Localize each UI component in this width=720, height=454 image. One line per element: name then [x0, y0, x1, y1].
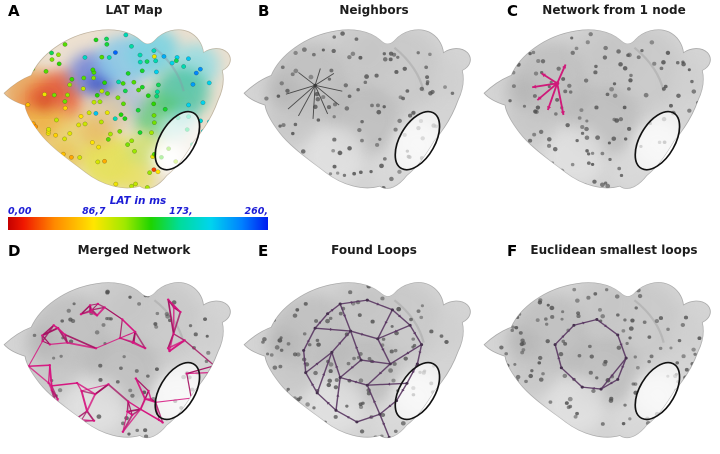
network-from-node-image — [483, 29, 711, 189]
panel-c-title: Network from 1 node — [542, 3, 686, 17]
euclidean-loops-image — [483, 282, 711, 439]
panel-e: E Found Loops — [240, 227, 480, 454]
merged-network-image — [3, 282, 231, 439]
panel-e-letter: E — [258, 242, 269, 260]
panel-f-title: Euclidean smallest loops — [530, 243, 698, 257]
panel-d-title: Merged Network — [77, 243, 191, 257]
panel-e-title: Found Loops — [331, 243, 417, 257]
panel-a-letter: A — [8, 2, 20, 20]
panel-f-letter: F — [507, 242, 518, 260]
panel-a: A LAT Map — [0, 0, 240, 227]
panel-d-letter: D — [8, 242, 21, 260]
colorbar-gradient — [8, 217, 268, 230]
panel-a-title: LAT Map — [105, 3, 163, 17]
lat-map-image — [3, 29, 231, 189]
panel-b-title: Neighbors — [339, 3, 409, 17]
found-loops-image — [243, 282, 471, 439]
panel-c-letter: C — [507, 2, 519, 20]
panel-c: C Network from 1 node — [480, 0, 720, 227]
colorbar-tick-3: 260, — [244, 206, 268, 217]
neighbors-map-image — [243, 29, 471, 189]
panel-b: B Neighbors — [240, 0, 480, 227]
lat-colorbar: LAT in ms 0,00 86,7 173, 260, — [8, 195, 268, 230]
panel-f: F Euclidean smallest loops — [480, 227, 720, 454]
colorbar-tick-1: 86,7 — [82, 206, 106, 217]
panel-d: D Merged Network — [0, 227, 240, 454]
panel-b-letter: B — [258, 2, 270, 20]
colorbar-title: LAT in ms — [109, 195, 167, 207]
colorbar-tick-2: 173, — [169, 206, 193, 217]
colorbar-tick-0: 0,00 — [8, 206, 32, 217]
